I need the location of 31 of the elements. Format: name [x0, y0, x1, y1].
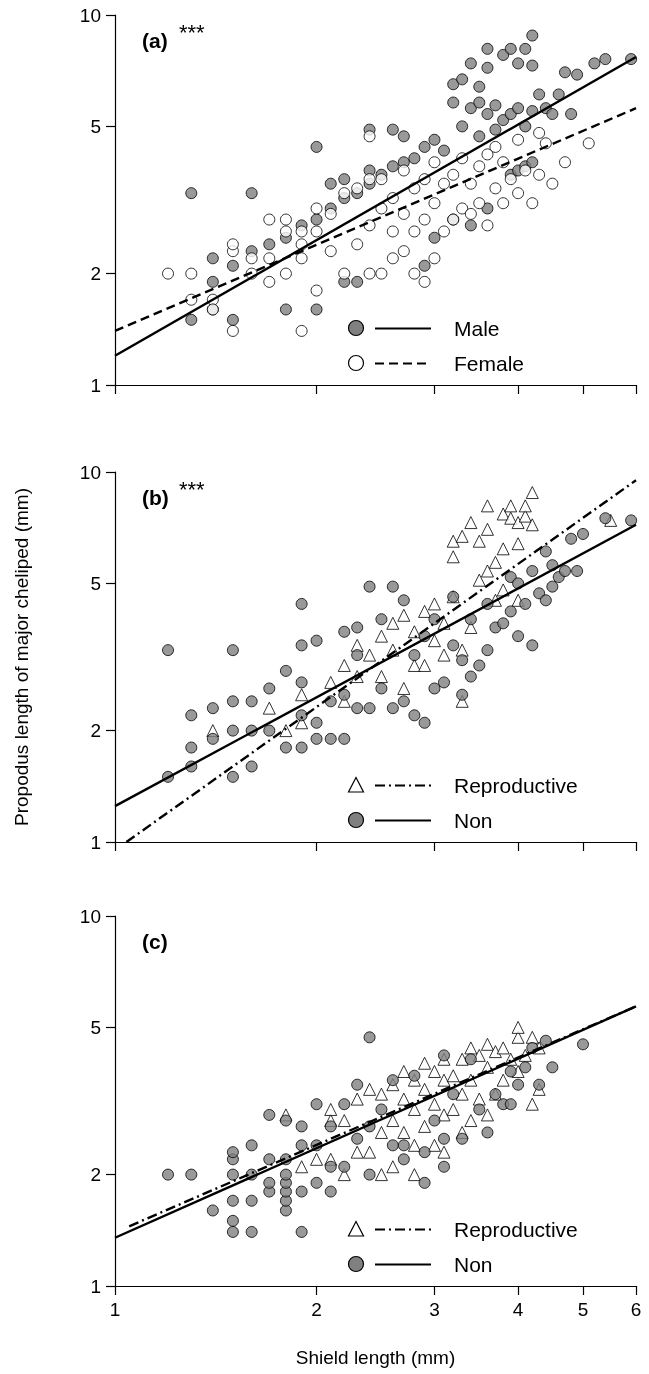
legend-label: Female [454, 352, 525, 375]
y-tick-label: 5 [90, 1016, 101, 1038]
x-tick-label: 1 [109, 1299, 121, 1320]
legend-label: Male [454, 317, 500, 340]
y-tick-label: 10 [79, 4, 101, 26]
y-tick-label: 5 [90, 115, 101, 137]
x-tick-label: 4 [512, 1299, 524, 1320]
x-tick-label: 2 [311, 1299, 322, 1320]
y-tick-label: 1 [90, 374, 101, 396]
legend-label: Non [454, 1253, 493, 1276]
legend-label: Reproductive [454, 1218, 578, 1241]
y-tick-label: 10 [79, 461, 101, 483]
text: (a) [142, 29, 168, 52]
legend-label: Reproductive [454, 774, 578, 797]
y-tick-label: 5 [90, 572, 101, 594]
x-tick-label: 5 [577, 1299, 589, 1320]
x-tick-label: 6 [630, 1299, 642, 1320]
y-tick-label: 2 [90, 263, 101, 285]
y-tick-label: 1 [90, 831, 101, 853]
x-axis-title: Shield length (mm) [295, 1347, 456, 1368]
y-tick-label: 10 [79, 905, 101, 927]
x-tick-label: 3 [429, 1299, 440, 1320]
annotation: *** [179, 19, 206, 45]
y-axis-title: Propodus length of major cheliped (mm) [11, 488, 32, 826]
legend-label: Non [454, 809, 493, 832]
annotation: *** [179, 476, 206, 502]
y-tick-label: 2 [90, 720, 101, 742]
text: (b) [142, 486, 169, 509]
y-tick-label: 1 [90, 1275, 101, 1297]
y-tick-label: 2 [90, 1164, 101, 1186]
text: (c) [142, 930, 168, 953]
